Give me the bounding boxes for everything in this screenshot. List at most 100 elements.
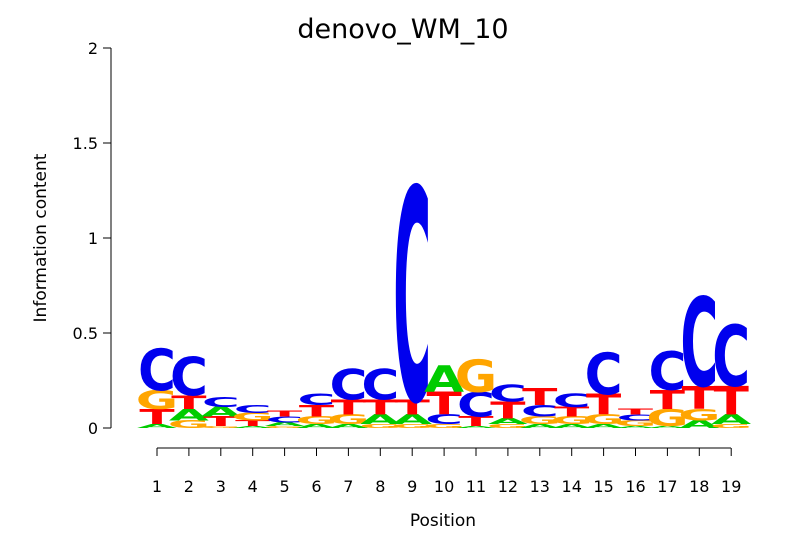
logo-letter-a: A [520, 423, 561, 429]
logo-letter-a: A [169, 406, 210, 424]
logo-letter-c: C [202, 395, 240, 410]
logo-letter-a: A [584, 423, 625, 429]
x-tick-label: 17 [657, 477, 677, 496]
logo-letter-g: G [391, 423, 433, 429]
logo-letter-t: T [586, 388, 622, 422]
logo-letter-a: A [233, 426, 274, 429]
logo-letter-t: T [331, 396, 366, 420]
logo-letter-t: T [714, 378, 749, 424]
logo-letter-g: G [327, 412, 369, 427]
x-tick-label: 4 [248, 477, 258, 496]
x-tick-label: 1 [152, 477, 162, 496]
logo-letter-a: A [424, 358, 464, 401]
logo-letter-a: A [679, 418, 719, 430]
logo-letter-g: G [710, 423, 752, 429]
y-tick-label: 0.5 [73, 324, 98, 343]
logo-letter-c: C [553, 391, 591, 412]
x-tick-label: 14 [562, 477, 582, 496]
logo-letter-g: G [519, 414, 561, 426]
x-tick-label: 3 [216, 477, 226, 496]
logo-letter-c: C [648, 343, 686, 403]
y-tick-label: 1.5 [73, 134, 98, 153]
logo-letter-c: C [457, 386, 495, 426]
logo-letter-a: A [328, 423, 369, 429]
logo-letter-a: A [456, 426, 497, 429]
logo-letter-c: C [680, 274, 718, 416]
logo-letter-t: T [522, 384, 558, 411]
logo-letter-a: A [647, 426, 688, 429]
logo-letter-a: A [201, 404, 241, 419]
logo-letter-a: A [711, 412, 751, 427]
x-axis-label: Position [410, 511, 476, 531]
y-axis-ticks: 0 0.5 1 1.5 2 [73, 39, 111, 438]
logo-letter-g: G [263, 426, 305, 429]
logo-letter-g: G [359, 423, 401, 429]
x-tick-label: 18 [689, 477, 709, 496]
logo-letter-a: A [552, 423, 593, 429]
x-tick-label: 2 [184, 477, 194, 496]
logo-letter-g: G [487, 423, 529, 429]
logo-letter-c: C [361, 361, 399, 410]
logo-letter-c: C [298, 391, 336, 409]
y-tick-label: 0 [88, 419, 98, 438]
logo-letter-g: G [550, 414, 592, 426]
logo-letter-t: T [650, 385, 685, 416]
logo-letter-g: G [295, 414, 337, 426]
y-tick-label: 2 [88, 39, 98, 58]
logo-letter-c: C [521, 403, 559, 421]
y-axis: 0 0.5 1 1.5 2 [73, 39, 112, 438]
logo-letter-t: T [458, 414, 494, 429]
y-tick-label: 1 [88, 229, 98, 248]
logo-letter-a: A [265, 421, 306, 427]
logo-letter-t: T [395, 396, 430, 420]
x-tick-label: 10 [434, 477, 454, 496]
logo-letter-c: C [425, 412, 463, 427]
logo-letter-c: C [489, 380, 527, 407]
logo-letter-t: T [139, 405, 174, 429]
logo-letter-g: G [455, 351, 497, 403]
x-axis: 1 2 3 4 5 6 7 8 9 10 11 12 13 14 15 16 17 18 19 [152, 447, 741, 496]
x-tick-label: 16 [625, 477, 645, 496]
x-axis-ticks: 1 2 3 4 5 6 7 8 9 10 11 12 13 14 15 16 17 18 19 [152, 448, 741, 496]
logo-letter-t: T [267, 409, 302, 418]
x-tick-label: 6 [311, 477, 321, 496]
logo-letter-c: C [393, 129, 431, 469]
logo-letter-a: A [137, 423, 178, 429]
logo-letter-c: C [138, 336, 176, 403]
logo-letter-g: G [582, 412, 624, 427]
logo-letter-c: C [170, 348, 208, 408]
logo-letter-a: A [616, 426, 657, 429]
x-tick-label: 12 [498, 477, 518, 496]
logo-letter-g: G [168, 418, 210, 430]
logo-letter-c: C [266, 415, 304, 424]
logo-letter-g: G [678, 406, 720, 424]
logo-letter-t: T [554, 404, 590, 419]
logo-letter-t: T [235, 419, 270, 428]
logo-letter-g: G [136, 385, 178, 416]
logo-letter-g: G [614, 419, 656, 428]
logo-letter-g: G [231, 411, 273, 423]
x-tick-label: 5 [280, 477, 290, 496]
x-tick-label: 19 [721, 477, 741, 496]
logo-letter-c: C [234, 403, 272, 415]
x-tick-label: 13 [530, 477, 550, 496]
logo-letter-t: T [363, 396, 398, 420]
logo-letter-a: A [488, 417, 529, 426]
logo-letter-t: T [682, 380, 717, 417]
logo-letter-t: T [426, 386, 461, 423]
x-tick-label: 11 [466, 477, 486, 496]
logo-letter-a: A [392, 412, 432, 427]
logo-letter-g: G [200, 426, 242, 429]
x-tick-label: 15 [593, 477, 613, 496]
logo-letter-t: T [490, 397, 526, 424]
x-tick-label: 9 [407, 477, 417, 496]
logo-letter-t: T [171, 393, 207, 414]
logo-letter-c: C [585, 340, 623, 407]
logo-letter-g: G [646, 405, 688, 432]
chart-title: denovo_WM_10 [297, 14, 508, 45]
logo-letter-g: G [423, 423, 465, 429]
logo-letter-a: A [360, 412, 400, 427]
x-tick-label: 7 [343, 477, 353, 496]
logo-letter-c: C [617, 413, 655, 422]
